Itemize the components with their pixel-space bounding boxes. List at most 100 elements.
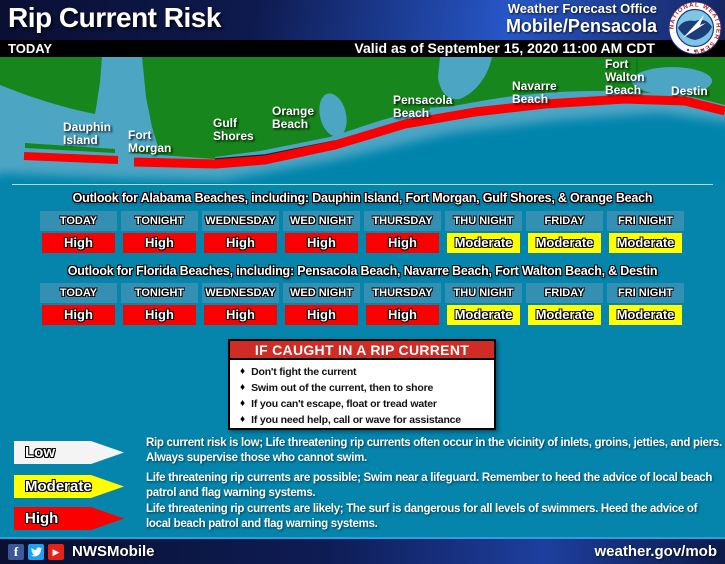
column-header: THURSDAY (364, 211, 441, 231)
column-header: WEDNESDAY (202, 283, 279, 303)
logo-bird (683, 15, 706, 38)
period-label: TODAY (8, 41, 53, 56)
footer-social-group: f ▶ NWSMobile (8, 543, 155, 560)
footer-bar: f ▶ NWSMobile weather.gov/mob (0, 539, 725, 564)
risk-cell: Moderate (447, 305, 520, 325)
river-shape (110, 57, 127, 70)
diamond-bullet-icon: ♦ (240, 398, 246, 409)
safety-tip: ♦ If you need help, call or wave for ass… (240, 412, 486, 428)
coastal-risk-map: Dauphin Island Fort Morgan Gulf Shores O… (0, 57, 725, 183)
florida-outlook-title: Outlook for Florida Beaches, including: … (67, 264, 658, 278)
risk-cell: High (285, 305, 358, 325)
risk-cell: High (285, 233, 358, 253)
legend-description-low: Rip current risk is low; Life threatenin… (146, 437, 722, 464)
risk-cell: High (123, 305, 196, 325)
safety-tip-text: If you need help, call or wave for assis… (251, 414, 461, 426)
column-header: WED NIGHT (283, 211, 360, 231)
validity-bar: TODAY Valid as of September 15, 2020 11:… (0, 40, 725, 57)
alabama-outlook-title: Outlook for Alabama Beaches, including: … (72, 191, 653, 205)
map-label-pensacola-beach: Pensacola Beach (393, 93, 453, 120)
legend-arrow-low: Low (14, 441, 124, 464)
florida-outlook-header-row: TODAY TONIGHT WEDNESDAY WED NIGHT THURSD… (40, 283, 684, 303)
header-banner: Rip Current Risk Weather Forecast Office… (0, 0, 725, 40)
map-label-destin: Destin (671, 84, 708, 98)
column-header: WEDNESDAY (202, 211, 279, 231)
column-header: FRIDAY (526, 283, 603, 303)
diamond-bullet-icon: ♦ (240, 366, 246, 377)
map-label-orange-beach: Orange Beach (272, 104, 315, 131)
rip-current-safety-box: IF CAUGHT IN A RIP CURRENT ♦ Don't fight… (228, 339, 496, 430)
mainland-west-shape (0, 57, 102, 114)
column-header: FRI NIGHT (607, 211, 684, 231)
map-label-gulf-shores: Gulf Shores (213, 116, 254, 143)
perdido-bay-shape (319, 93, 347, 137)
column-header: TODAY (40, 211, 117, 231)
risk-cell: High (204, 233, 277, 253)
youtube-icon[interactable]: ▶ (48, 543, 64, 560)
column-header: TONIGHT (121, 283, 198, 303)
facebook-icon[interactable]: f (8, 543, 24, 560)
twitter-icon[interactable] (28, 543, 44, 560)
safety-box-body: ♦ Don't fight the current ♦ Swim out of … (230, 360, 494, 428)
risk-cell: Moderate (609, 233, 682, 253)
page-title: Rip Current Risk (8, 2, 221, 33)
map-label-fort-walton-beach: Fort Walton Beach (605, 57, 645, 97)
high-risk-coastline-dauphin (23, 152, 119, 164)
risk-cell: Moderate (447, 233, 520, 253)
risk-cell: Moderate (528, 305, 601, 325)
risk-cell: High (42, 305, 115, 325)
column-header: THU NIGHT (445, 283, 522, 303)
map-label-navarre-beach: Navarre Beach (512, 79, 557, 106)
valid-timestamp: Valid as of September 15, 2020 11:00 AM … (354, 40, 655, 56)
column-header: FRI NIGHT (607, 283, 684, 303)
office-name: Weather Forecast Office Mobile/Pensacola (506, 1, 657, 37)
risk-cell: High (42, 233, 115, 253)
office-line1: Weather Forecast Office (507, 1, 657, 16)
column-header: TODAY (40, 283, 117, 303)
mainland-east-shape (142, 57, 725, 157)
risk-cell: High (123, 233, 196, 253)
map-graphic (0, 57, 725, 183)
safety-tip-text: Swim out of the current, then to shore (251, 382, 434, 394)
legend-description-high: Life threatening rip currents are likely… (146, 503, 698, 530)
risk-cell: High (204, 305, 277, 325)
legend-arrow-high: High (14, 507, 124, 530)
dauphin-island-shape (25, 143, 115, 153)
legend-description-moderate: Life threatening rip currents are possib… (146, 472, 713, 499)
gulf-water-shape (0, 113, 725, 183)
risk-cell: Moderate (528, 233, 601, 253)
map-label-fort-morgan: Fort Morgan (128, 128, 172, 155)
safety-tip: ♦ Don't fight the current (240, 364, 486, 380)
alabama-outlook-value-row: High High High High High Moderate Modera… (40, 233, 684, 253)
alabama-outlook-header-row: TODAY TONIGHT WEDNESDAY WED NIGHT THURSD… (40, 211, 684, 231)
column-header: FRIDAY (526, 211, 603, 231)
nws-logo-icon: NATIONAL WEATHER SERVICE (668, 1, 722, 55)
column-header: TONIGHT (121, 211, 198, 231)
safety-tip-text: If you can't escape, float or tread wate… (251, 398, 437, 410)
safety-tip: ♦ Swim out of the current, then to shore (240, 380, 486, 396)
map-label-dauphin-island: Dauphin Island (63, 120, 111, 147)
risk-cell: Moderate (609, 305, 682, 325)
diamond-bullet-icon: ♦ (240, 414, 246, 425)
column-header: THU NIGHT (445, 211, 522, 231)
section-divider (12, 184, 713, 185)
high-risk-coastline (133, 94, 725, 169)
column-header: WED NIGHT (283, 283, 360, 303)
footer-url[interactable]: weather.gov/mob (594, 543, 717, 560)
footer-brand: NWSMobile (72, 543, 155, 560)
legend-arrow-moderate: Moderate (14, 475, 124, 498)
footer-divider (0, 537, 725, 539)
safety-tip-text: Don't fight the current (251, 366, 357, 378)
choctawhatchee-bay-shape (632, 67, 712, 95)
risk-cell: High (366, 233, 439, 253)
fort-morgan-peninsula-shape (132, 147, 215, 159)
diamond-bullet-icon: ♦ (240, 382, 246, 393)
safety-tip: ♦ If you can't escape, float or tread wa… (240, 396, 486, 412)
office-line2: Mobile/Pensacola (505, 16, 657, 36)
column-header: THURSDAY (364, 283, 441, 303)
pensacola-bay-shape (438, 57, 492, 100)
safety-box-title: IF CAUGHT IN A RIP CURRENT (230, 341, 494, 360)
florida-outlook-value-row: High High High High High Moderate Modera… (40, 305, 684, 325)
risk-cell: High (366, 305, 439, 325)
